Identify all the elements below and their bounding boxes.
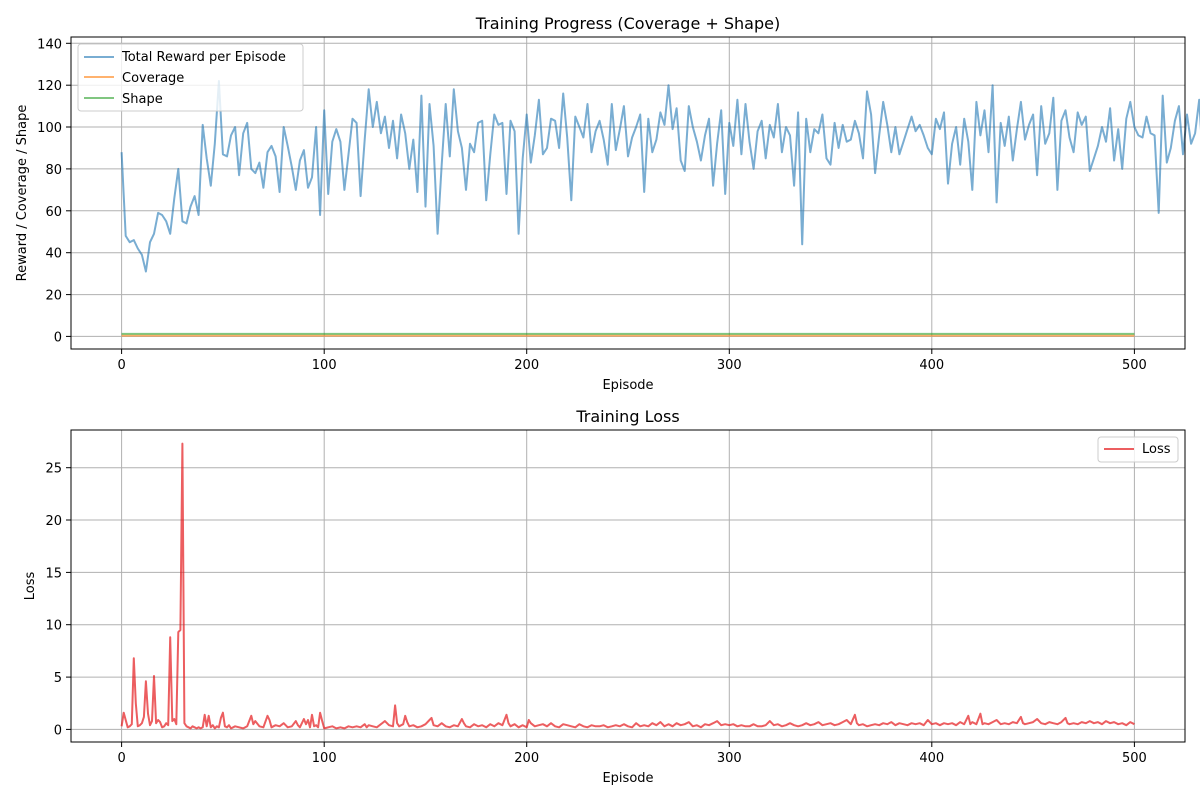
reward-ytick-label: 0 <box>54 330 62 345</box>
reward-chart-series <box>120 80 1200 337</box>
reward-xtick-label: 400 <box>919 358 944 373</box>
loss-chart-frame <box>70 429 1186 743</box>
reward-chart-xlabel: Episode <box>602 378 653 393</box>
loss-chart-ticks: 0 100 200 300 400 500 0 5 10 15 20 25 <box>45 462 1146 766</box>
loss-chart-title: Training Loss <box>575 407 679 426</box>
loss-chart-legend: Loss <box>1097 436 1179 463</box>
loss-chart-panel: Training Loss 0 100 200 300 400 500 0 5 10 15 20 25… <box>23 407 1186 786</box>
loss-xtick-label: 500 <box>1122 751 1147 766</box>
loss-xtick-label: 200 <box>514 751 539 766</box>
reward-xtick-label: 100 <box>312 358 337 373</box>
reward-ytick-label: 100 <box>37 121 62 136</box>
loss-xtick-label: 100 <box>312 751 337 766</box>
legend-label-shape: Shape <box>122 92 163 107</box>
reward-xtick-label: 200 <box>514 358 539 373</box>
reward-ytick-label: 80 <box>45 163 62 178</box>
reward-ytick-label: 20 <box>45 289 62 304</box>
loss-ytick-label: 0 <box>54 723 62 738</box>
legend-label-loss: Loss <box>1142 442 1171 457</box>
reward-ytick-label: 40 <box>45 247 62 262</box>
loss-chart-ylabel: Loss <box>23 572 38 601</box>
reward-chart-panel: Training Progress (Coverage + Shape) 0 10… <box>15 14 1200 393</box>
series-line-loss <box>120 442 1135 730</box>
reward-chart-frame <box>70 36 1186 350</box>
reward-chart-title: Training Progress (Coverage + Shape) <box>475 14 780 33</box>
loss-ytick-label: 10 <box>45 619 62 634</box>
series-line-total-reward-per-episode <box>120 80 1200 273</box>
loss-xtick-label: 0 <box>117 751 125 766</box>
loss-xtick-label: 400 <box>919 751 944 766</box>
reward-legend-box <box>77 43 304 112</box>
loss-chart-series <box>120 442 1135 730</box>
loss-ytick-label: 5 <box>54 671 62 686</box>
loss-ytick-label: 15 <box>45 566 62 581</box>
reward-xtick-label: 500 <box>1122 358 1147 373</box>
loss-chart-grid <box>71 430 1185 742</box>
reward-xtick-label: 300 <box>717 358 742 373</box>
reward-chart-legend: Total Reward per Episode Coverage Shape <box>77 43 304 112</box>
legend-label-coverage: Coverage <box>122 71 184 86</box>
legend-label-total-reward: Total Reward per Episode <box>121 50 286 65</box>
reward-chart-ylabel: Reward / Coverage / Shape <box>15 105 30 282</box>
loss-ytick-label: 20 <box>45 514 62 529</box>
loss-chart-xlabel: Episode <box>602 771 653 786</box>
loss-xtick-label: 300 <box>717 751 742 766</box>
loss-ytick-label: 25 <box>45 462 62 477</box>
reward-chart-ticks: 0 100 200 300 400 500 0 20 40 60 80 100 120 140 <box>37 37 1147 373</box>
reward-ytick-label: 60 <box>45 205 62 220</box>
reward-xtick-label: 0 <box>117 358 125 373</box>
loss-legend-box <box>1097 436 1179 463</box>
reward-ytick-label: 120 <box>37 79 62 94</box>
reward-ytick-label: 140 <box>37 37 62 52</box>
